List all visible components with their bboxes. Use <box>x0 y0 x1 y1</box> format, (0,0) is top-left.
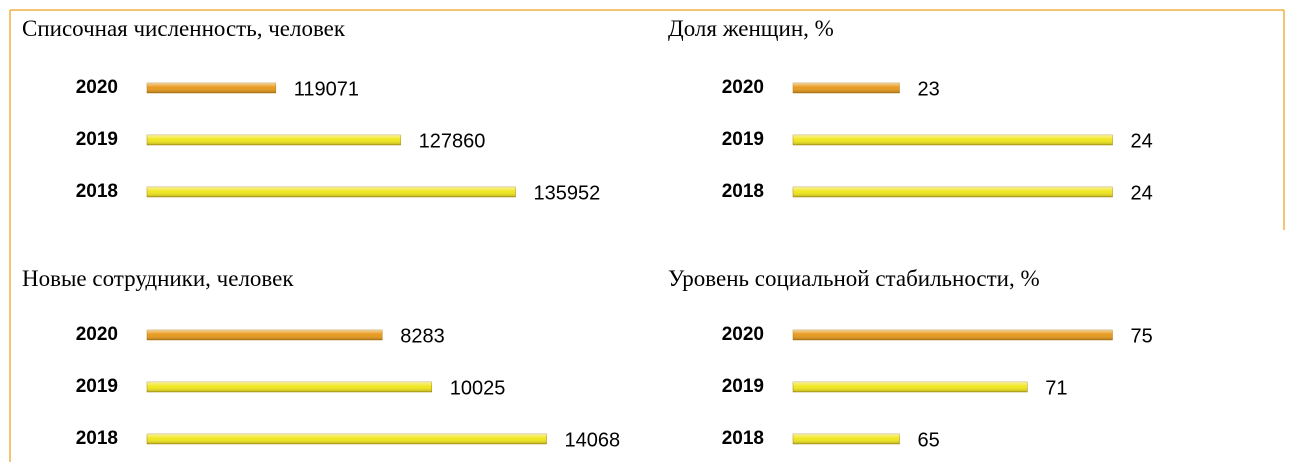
value-label: 127860 <box>419 130 486 152</box>
value-label: 71 <box>1045 377 1067 399</box>
bar-shine <box>147 330 383 340</box>
category-label: 2020 <box>76 77 118 98</box>
category-label: 2020 <box>722 77 764 98</box>
bar-shine <box>147 135 401 145</box>
category-label: 2020 <box>76 324 118 345</box>
chart-title: Списочная численность, человек <box>22 16 346 41</box>
category-label: 2018 <box>76 428 118 449</box>
bar-shine <box>793 434 900 444</box>
bar-shine <box>147 187 516 197</box>
bar-shine <box>147 434 547 444</box>
chart-title: Новые сотрудники, человек <box>22 266 294 291</box>
value-label: 75 <box>1131 325 1153 347</box>
bar-shine <box>793 187 1113 197</box>
value-label: 135952 <box>534 182 601 204</box>
category-label: 2018 <box>722 181 764 202</box>
category-label: 2018 <box>76 181 118 202</box>
category-label: 2018 <box>722 428 764 449</box>
category-label: 2019 <box>722 129 764 150</box>
value-label: 119071 <box>294 78 359 100</box>
bar-shine <box>793 83 900 93</box>
category-label: 2020 <box>722 324 764 345</box>
bar-shine <box>793 382 1028 392</box>
value-label: 8283 <box>400 325 445 347</box>
value-label: 24 <box>1131 182 1153 204</box>
bar-shine <box>793 135 1113 145</box>
value-label: 14068 <box>565 429 621 451</box>
value-label: 24 <box>1131 130 1153 152</box>
bar-shine <box>793 330 1113 340</box>
bar-shine <box>147 83 276 93</box>
chart-title: Уровень социальной стабильности, % <box>668 266 1040 291</box>
bar-shine <box>147 382 432 392</box>
value-label: 65 <box>918 429 940 451</box>
category-label: 2019 <box>76 376 118 397</box>
value-label: 23 <box>918 78 940 100</box>
chart-title: Доля женщин, % <box>668 16 834 41</box>
value-label: 10025 <box>450 377 506 399</box>
category-label: 2019 <box>76 129 118 150</box>
category-label: 2019 <box>722 376 764 397</box>
